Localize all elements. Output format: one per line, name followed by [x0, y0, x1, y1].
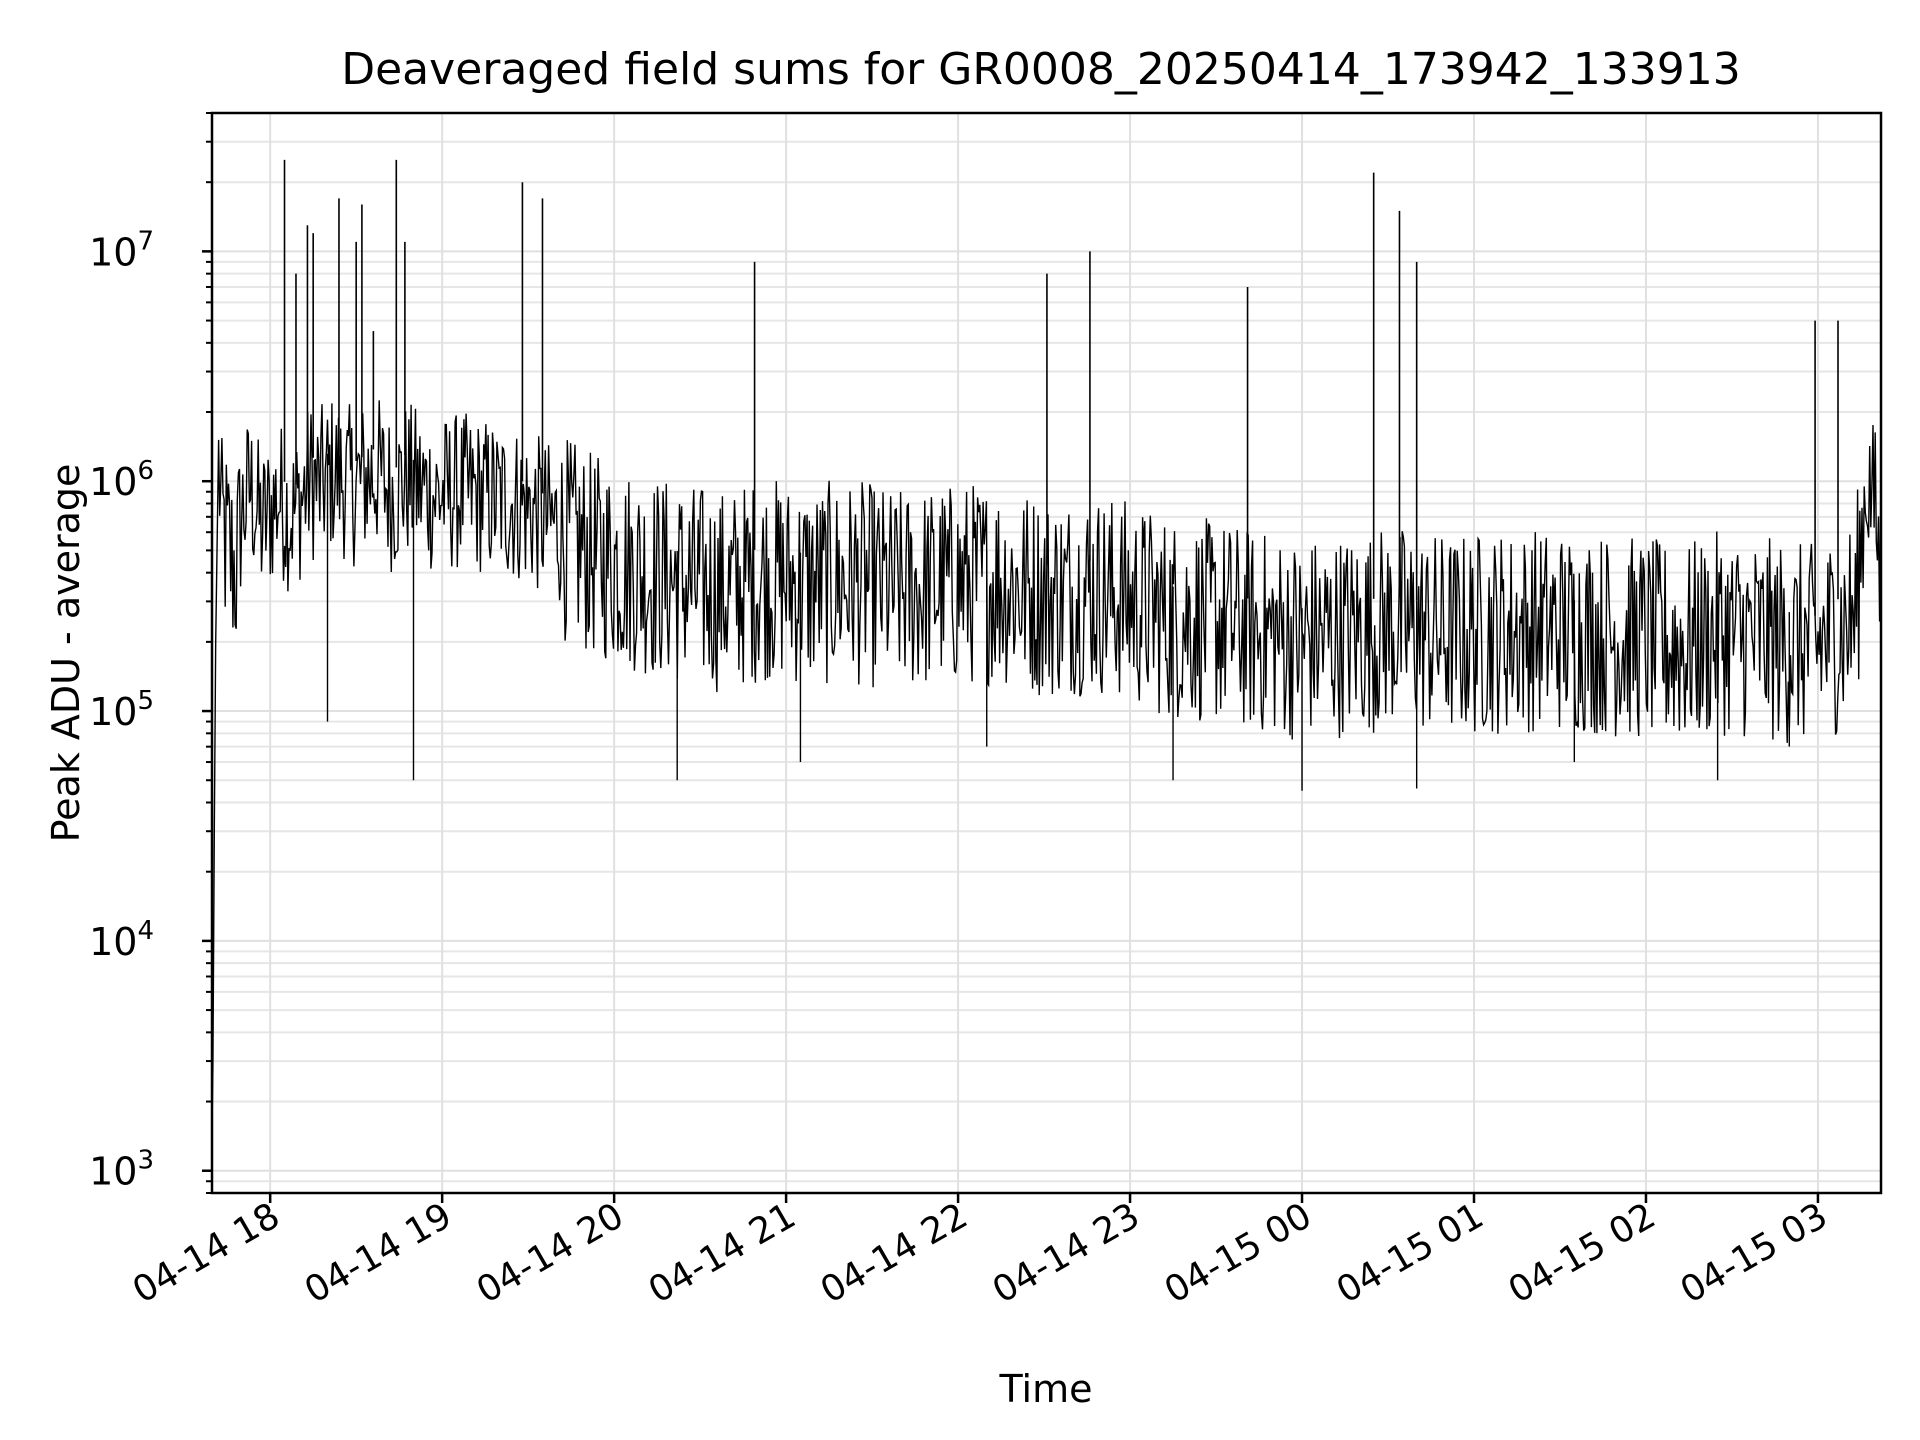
y-tick-base: 10 [89, 920, 137, 964]
x-axis: 04-14 18 04-14 19 04-14 20 04-14 21 04-14 22… [126, 1193, 1834, 1312]
x-tick-label: 04-15 01 [1330, 1195, 1491, 1311]
y-tick-exponent: 7 [137, 226, 154, 256]
y-tick-label: 107 [89, 226, 154, 274]
x-tick-label: 04-14 20 [470, 1195, 631, 1311]
y-tick-base: 10 [89, 460, 137, 504]
y-tick-exponent: 6 [137, 456, 154, 486]
chart-title: Deaveraged field sums for GR0008_2025041… [341, 44, 1741, 95]
y-tick-exponent: 3 [137, 1146, 154, 1176]
x-tick-label: 04-14 21 [642, 1195, 803, 1311]
x-tick-label: 04-14 18 [126, 1195, 287, 1311]
x-tick-label: 04-14 23 [986, 1195, 1147, 1311]
series-group [211, 159, 1882, 1131]
x-tick-label: 04-15 00 [1158, 1195, 1319, 1311]
x-tick-label: 04-14 19 [298, 1195, 459, 1311]
y-tick-label: 104 [89, 916, 154, 964]
x-tick-label: 04-14 22 [814, 1195, 975, 1311]
y-tick-exponent: 4 [137, 916, 154, 946]
y-tick-base: 10 [89, 690, 137, 734]
x-tick-label: 04-15 03 [1674, 1195, 1835, 1311]
y-axis-label: Peak ADU - average [44, 464, 88, 843]
plot-frame [210, 111, 1883, 1195]
y-tick-label: 106 [89, 456, 154, 504]
y-tick-base: 10 [89, 1150, 137, 1194]
y-tick-base: 10 [89, 230, 137, 274]
y-tick-label: 103 [89, 1146, 154, 1194]
x-tick-label: 04-15 02 [1502, 1195, 1663, 1311]
y-tick-label: 105 [89, 686, 154, 734]
x-axis-label: Time [999, 1367, 1093, 1411]
y-tick-exponent: 5 [137, 686, 154, 716]
